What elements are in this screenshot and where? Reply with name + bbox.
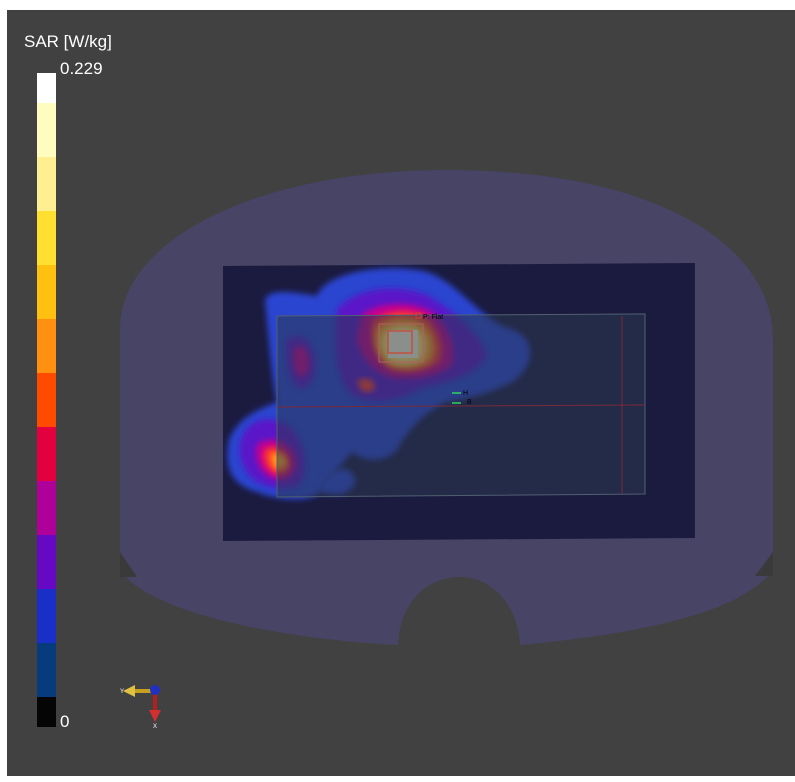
colorbar-segment <box>37 210 56 265</box>
probe-inner-box <box>387 330 413 354</box>
legend-min-label: 0 <box>60 712 70 731</box>
colorbar-segment <box>37 481 56 536</box>
colorbar-segment <box>37 372 56 428</box>
probe-label: P: Flat <box>423 314 443 321</box>
sar-colorbar <box>37 73 56 727</box>
colorbar-segment <box>37 264 56 319</box>
axis-y-label: Y <box>120 689 124 695</box>
plate-center-line <box>276 404 646 408</box>
axes-triad: Y X <box>120 685 161 730</box>
probe-zoom-box <box>378 323 424 363</box>
probe-marker <box>415 312 422 319</box>
left-side-marker <box>120 552 137 577</box>
right-side-marker <box>755 552 773 576</box>
legend-title: SAR [W/kg] <box>24 32 112 51</box>
colorbar-segment <box>37 156 56 211</box>
colorbar-segment <box>37 427 56 482</box>
marker-h-label: H <box>463 390 468 397</box>
colorbar-segment <box>37 73 56 103</box>
sar-scene[interactable]: P: Flat H B Y X <box>7 10 795 776</box>
3d-viewport[interactable]: P: Flat H B Y X SAR [W/kg] 0.229 0 <box>7 10 795 776</box>
colorbar-segment <box>37 589 56 644</box>
colorbar-segment <box>37 102 56 157</box>
marker-b-label: B <box>467 399 472 406</box>
colorbar-segment <box>37 318 56 373</box>
colorbar-segment <box>37 697 56 727</box>
colorbar-segment <box>37 643 56 698</box>
colorbar-segment <box>37 535 56 590</box>
legend-max-label: 0.229 <box>60 59 103 78</box>
axis-x-label: X <box>153 724 157 730</box>
